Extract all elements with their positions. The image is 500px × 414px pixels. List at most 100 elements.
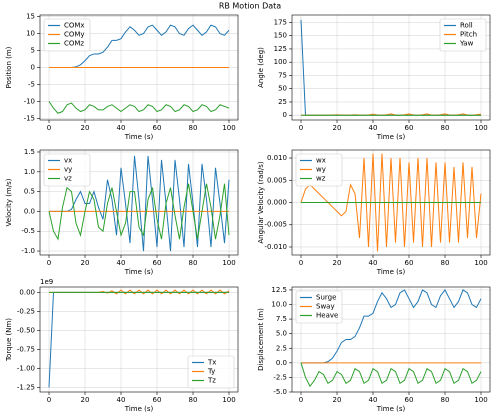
subplot: 0 20 40 60 80 100 -5.0 -2.5 0.0 2.5 5.0 7.5 10.0 12.5… bbox=[257, 286, 491, 413]
x-tick-label: 40 bbox=[369, 124, 378, 132]
legend-label: wz bbox=[316, 175, 326, 183]
x-tick-label: 60 bbox=[405, 259, 414, 267]
y-tick-label: -1.25 bbox=[17, 383, 35, 391]
y-tick-label: 100 bbox=[274, 58, 287, 66]
plot-frame bbox=[291, 14, 491, 121]
x-tick-label: 80 bbox=[441, 396, 450, 404]
legend-label: Yaw bbox=[459, 40, 474, 48]
y-tick-label: -0.50 bbox=[17, 326, 35, 334]
y-tick-label: 0.5 bbox=[24, 188, 35, 196]
y-tick-label: 125 bbox=[274, 45, 287, 53]
legend-label: COMx bbox=[64, 22, 85, 30]
x-axis-label: Time (s) bbox=[376, 405, 406, 413]
x-tick-label: 40 bbox=[369, 396, 378, 404]
legend-label: COMy bbox=[64, 31, 85, 39]
legend-label: vy bbox=[64, 166, 72, 174]
subplot: 0 20 40 60 80 100 -1.0 -0.5 0.0 0.5 1.0 1.5 Time (s)… bbox=[5, 148, 239, 276]
y-tick-label: 50 bbox=[278, 85, 287, 93]
y-tick-label: -1.0 bbox=[21, 247, 35, 255]
legend-label: vz bbox=[64, 175, 72, 183]
x-axis-label: Time (s) bbox=[376, 268, 406, 276]
y-axis-label: Torque (Nm) bbox=[5, 318, 13, 362]
x-tick-label: 60 bbox=[153, 124, 162, 132]
y-tick-label: -2.5 bbox=[273, 373, 287, 381]
y-tick-label: 5 bbox=[31, 47, 35, 55]
y-tick-label: 0.0 bbox=[24, 207, 35, 215]
series-line bbox=[49, 155, 230, 252]
y-tick-label: 12.5 bbox=[271, 286, 287, 294]
series-line bbox=[300, 362, 482, 388]
x-tick-label: 80 bbox=[441, 259, 450, 267]
y-tick-label: -0.25 bbox=[17, 307, 35, 315]
x-tick-label: 80 bbox=[189, 124, 198, 132]
legend-label: Heave bbox=[316, 312, 338, 320]
y-tick-label: 10.0 bbox=[271, 301, 287, 309]
y-tick-label: -10 bbox=[24, 97, 35, 105]
x-tick-label: 60 bbox=[405, 396, 414, 404]
x-tick-label: 0 bbox=[299, 259, 303, 267]
y-axis-label: Angular Velocity (rad/s) bbox=[257, 161, 265, 243]
y-axis-label: Angle (deg) bbox=[257, 47, 265, 88]
x-tick-label: 20 bbox=[333, 396, 342, 404]
y-tick-label: 7.5 bbox=[276, 315, 287, 323]
y-tick-label: -5.0 bbox=[273, 388, 287, 396]
y-tick-label: 10 bbox=[26, 30, 35, 38]
legend-label: Sway bbox=[316, 303, 335, 311]
legend-label: Roll bbox=[460, 22, 473, 30]
y-tick-label: 1.0 bbox=[24, 168, 35, 176]
x-tick-label: 40 bbox=[369, 259, 378, 267]
x-tick-label: 40 bbox=[117, 259, 126, 267]
x-tick-label: 20 bbox=[333, 259, 342, 267]
x-tick-label: 60 bbox=[405, 124, 414, 132]
x-tick-label: 20 bbox=[333, 124, 342, 132]
y-tick-label: 1.5 bbox=[24, 148, 35, 156]
legend-label: COMz bbox=[64, 40, 84, 48]
y-tick-label: -0.5 bbox=[21, 227, 35, 235]
x-tick-label: 100 bbox=[222, 396, 235, 404]
y-tick-label: 0.0 bbox=[276, 359, 287, 367]
legend-label: wx bbox=[316, 157, 326, 165]
x-tick-label: 40 bbox=[117, 396, 126, 404]
y-tick-label: 2.5 bbox=[276, 344, 287, 352]
y-tick-label: -0.75 bbox=[17, 345, 35, 353]
subplot: 0 20 40 60 80 100 -0.010 -0.005 0.000 0.005 0.010 T… bbox=[257, 149, 491, 276]
y-tick-label: 75 bbox=[278, 71, 287, 79]
series-line bbox=[48, 183, 230, 241]
x-tick-label: 0 bbox=[47, 396, 51, 404]
y-tick-label: 0.00 bbox=[19, 288, 35, 296]
x-tick-label: 60 bbox=[153, 259, 162, 267]
x-tick-label: 40 bbox=[117, 124, 126, 132]
y-tick-label: -0.010 bbox=[264, 243, 287, 251]
y-tick-label: -15 bbox=[24, 114, 35, 122]
series-line bbox=[49, 24, 230, 68]
x-axis-label: Time (s) bbox=[124, 268, 154, 276]
y-tick-label: 25 bbox=[278, 98, 287, 106]
x-tick-label: 60 bbox=[153, 396, 162, 404]
x-tick-label: 100 bbox=[222, 124, 235, 132]
y-tick-label: 0.000 bbox=[267, 199, 287, 207]
plot-frame bbox=[39, 14, 239, 121]
x-tick-label: 20 bbox=[81, 124, 90, 132]
legend-label: Tz bbox=[207, 377, 216, 385]
legend-label: vx bbox=[64, 157, 72, 165]
series-line bbox=[300, 153, 482, 252]
legend-label: wy bbox=[316, 166, 326, 174]
plot-frame bbox=[39, 286, 239, 393]
x-tick-label: 100 bbox=[474, 124, 487, 132]
x-tick-label: 80 bbox=[189, 396, 198, 404]
plot-frame bbox=[291, 149, 491, 256]
x-tick-label: 80 bbox=[189, 259, 198, 267]
x-tick-label: 0 bbox=[47, 124, 51, 132]
x-tick-label: 20 bbox=[81, 396, 90, 404]
x-axis-label: Time (s) bbox=[124, 133, 154, 141]
x-tick-label: 0 bbox=[299, 124, 303, 132]
subplot: 0 20 40 60 80 100 0 25 50 75 100 125 150 175 Time (s) A… bbox=[257, 14, 491, 141]
x-axis-label: Time (s) bbox=[376, 133, 406, 141]
x-tick-label: 100 bbox=[474, 259, 487, 267]
figure-title: RB Motion Data bbox=[219, 2, 281, 11]
